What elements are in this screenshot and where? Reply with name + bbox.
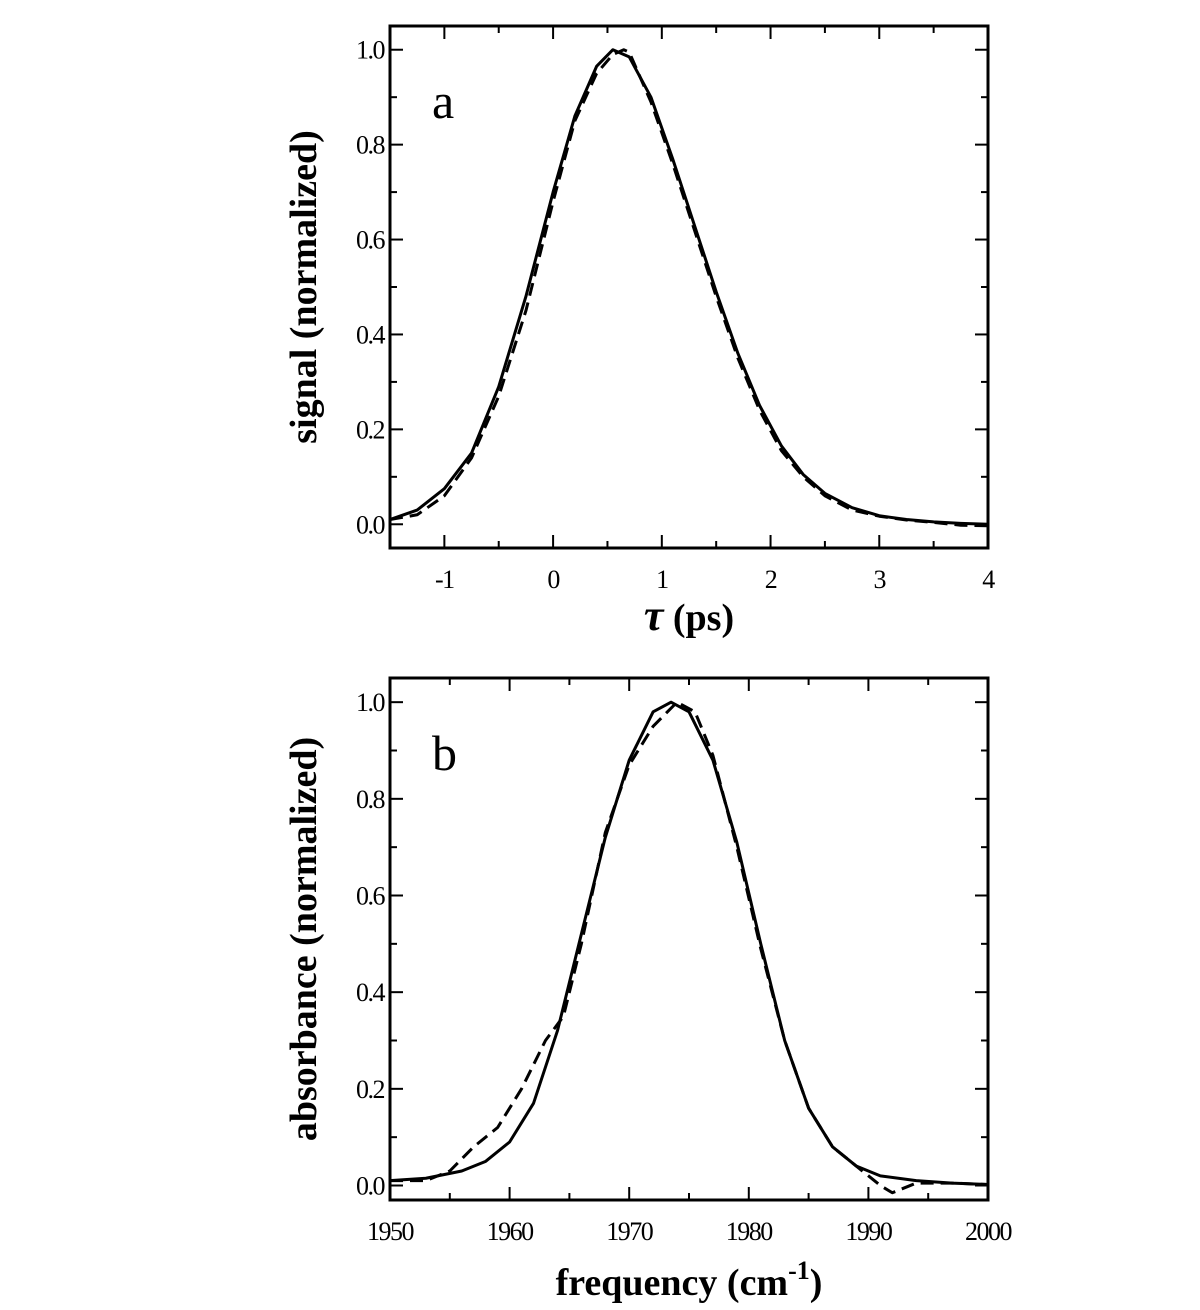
x-tick-label: 2 [765, 565, 777, 594]
panel-b-chart: 1950 1960 1970 1980 1990 2000 0.0 0.2 0.4 0.6 0.8 1… [283, 676, 1014, 1304]
x-axis-symbol: τ [644, 591, 665, 640]
x-tick-label: 2000 [965, 1217, 1013, 1246]
plot-frame [388, 676, 990, 1202]
x-tick-label: 1970 [606, 1217, 654, 1246]
y-axis-title: signal (normalized) [283, 130, 325, 443]
x-tick-label: 1990 [845, 1217, 893, 1246]
y-tick-label: 0.4 [356, 978, 386, 1007]
y-tick-label: 1.0 [356, 36, 386, 65]
y-tick-label: 0.0 [356, 510, 386, 539]
dashed-series-line [390, 700, 989, 1195]
dashed-series-line [389, 48, 989, 528]
y-tick-label: 1.0 [356, 688, 386, 717]
x-tick-label: 4 [982, 565, 995, 594]
solid-series-line [389, 700, 989, 1187]
y-tick-label: 0.2 [356, 415, 385, 444]
x-tick-label: 1960 [487, 1217, 535, 1246]
x-tick-label: 0 [547, 565, 560, 594]
y-tick-label: 0.8 [356, 785, 386, 814]
y-tick-label: 0.0 [356, 1172, 386, 1201]
panel-label: a [432, 73, 454, 129]
plot-frame [388, 24, 990, 550]
x-axis-title: τ (ps) [644, 591, 734, 640]
y-tick-label: 0.6 [356, 226, 386, 255]
x-axis-unit: (ps) [663, 597, 734, 639]
x-axis-title: frequency (cm-1) [556, 1256, 823, 1304]
x-tick-label: 1950 [367, 1217, 415, 1246]
x-tick-label: 1 [656, 565, 668, 594]
x-tick-label: 3 [874, 565, 886, 594]
y-tick-label: 0.4 [356, 320, 386, 349]
y-tick-label: 0.6 [356, 882, 386, 911]
x-axis-superscript: -1 [788, 1256, 810, 1285]
y-axis-title: absorbance (normalized) [283, 737, 325, 1141]
x-axis-label-close: ) [810, 1262, 823, 1304]
y-tick-label: 0.2 [356, 1075, 385, 1104]
solid-series-line [389, 48, 989, 526]
y-tick-label: 0.8 [356, 131, 386, 160]
panel-a-chart: -1 0 1 2 3 4 0.0 0.2 0.4 0.6 0.8 1.0 a signal (normal… [283, 24, 997, 640]
x-tick-label: 1980 [726, 1217, 774, 1246]
x-axis-label-text: frequency (cm [556, 1262, 789, 1304]
panel-label: b [432, 725, 457, 781]
x-tick-label: -1 [435, 565, 454, 594]
